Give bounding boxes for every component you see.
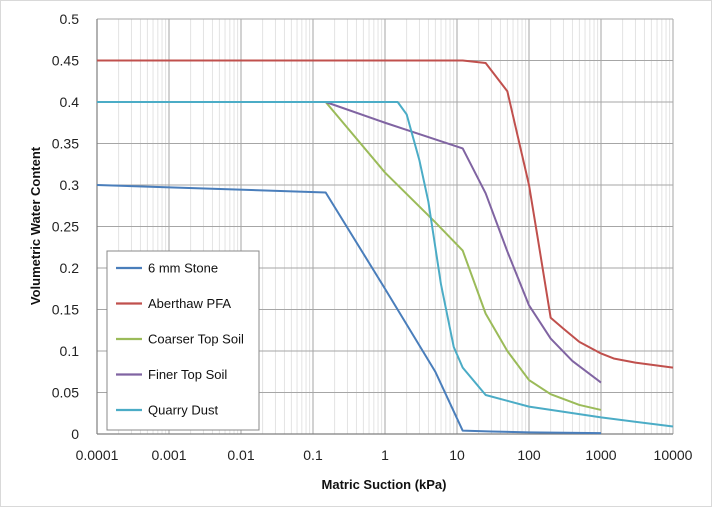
- x-tick-label: 1000: [585, 447, 616, 463]
- x-tick-label: 100: [517, 447, 541, 463]
- legend-box: [106, 250, 260, 431]
- x-tick-label: 10000: [654, 447, 693, 463]
- legend-label-6-mm-stone: 6 mm Stone: [148, 261, 218, 276]
- series-line-finer-top-soil: [97, 101, 602, 384]
- legend: 6 mm Stone Aberthaw PFA Coarser Top Soil Fi…: [106, 250, 260, 431]
- y-tick-label: 0.15: [52, 302, 79, 318]
- y-tick-label: 0.25: [52, 219, 79, 235]
- series-line-aberthaw-pfa: [97, 59, 674, 369]
- x-tick-label: 0.001: [151, 447, 186, 463]
- legend-label-coarser-top-soil: Coarser Top Soil: [148, 332, 244, 347]
- x-tick-label: 1: [381, 447, 389, 463]
- y-tick-label: 0.1: [60, 343, 80, 359]
- series-line-quarry-dust: [97, 101, 674, 428]
- y-tick-label: 0.5: [60, 11, 80, 27]
- legend-label-aberthaw-pfa: Aberthaw PFA: [148, 296, 231, 311]
- legend-label-finer-top-soil: Finer Top Soil: [148, 367, 227, 382]
- y-tick-label: 0.4: [60, 94, 80, 110]
- axes: [96, 19, 673, 435]
- x-tick-label: 10: [449, 447, 465, 463]
- y-tick-label: 0: [71, 426, 79, 442]
- x-tick-label: 0.0001: [76, 447, 119, 463]
- y-tick-label: 0.35: [52, 136, 79, 152]
- series-lines: [96, 59, 674, 435]
- y-tick-label: 0.45: [52, 53, 79, 69]
- y-tick-label: 0.05: [52, 385, 79, 401]
- series-line-coarser-top-soil: [97, 101, 602, 411]
- tick-labels: 0 0.05 0.1 0.15 0.2 0.25 0.3 0.35 0.4 0.45 0.5 0.00…: [52, 11, 693, 463]
- legend-label-quarry-dust: Quarry Dust: [148, 403, 218, 418]
- y-tick-label: 0.2: [60, 260, 80, 276]
- x-tick-label: 0.1: [303, 447, 323, 463]
- y-axis-title: Volumetric Water Content: [28, 146, 43, 305]
- series-line-6-mm-stone: [96, 184, 602, 435]
- x-tick-label: 0.01: [227, 447, 254, 463]
- y-tick-label: 0.3: [60, 177, 80, 193]
- x-axis-title: Matric Suction (kPa): [322, 477, 447, 492]
